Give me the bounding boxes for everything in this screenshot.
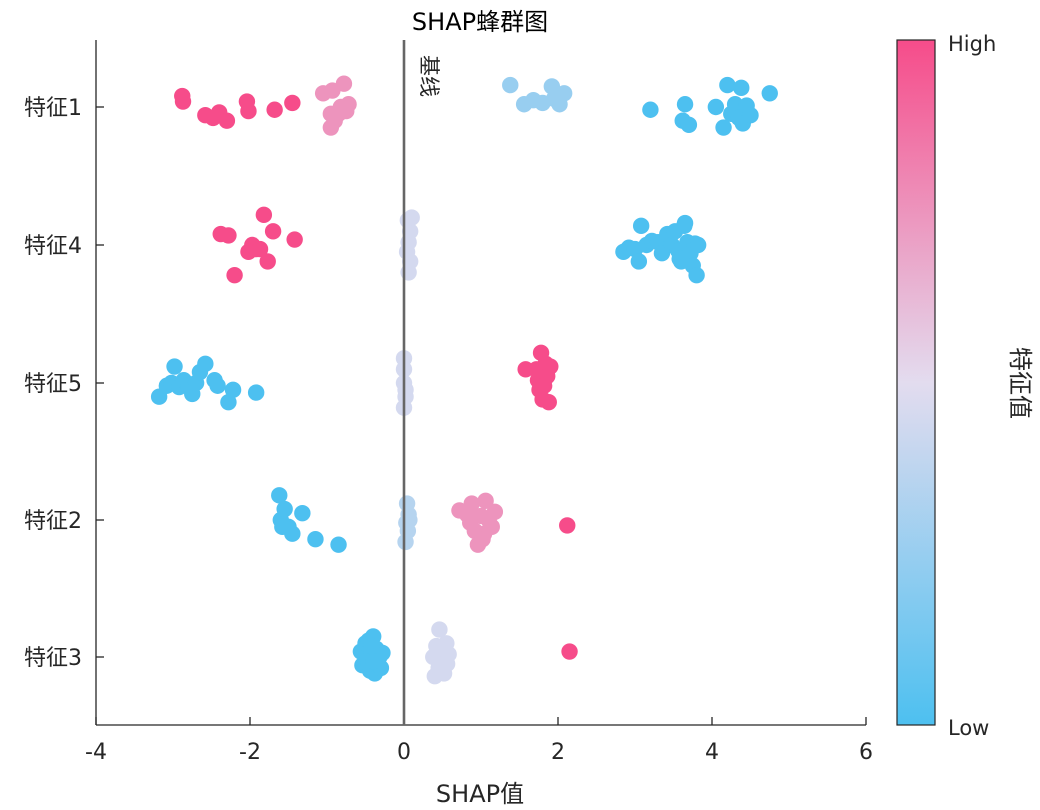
y-tick-label: 特征4 xyxy=(24,234,82,259)
data-point xyxy=(286,231,303,248)
data-point xyxy=(307,530,324,548)
data-point xyxy=(561,643,578,660)
data-point xyxy=(240,102,257,120)
data-point xyxy=(197,355,214,373)
data-point xyxy=(365,652,382,670)
data-point xyxy=(220,393,237,411)
chart-title: SHAP蜂群图 xyxy=(412,8,548,36)
data-point xyxy=(174,93,192,110)
data-point xyxy=(397,381,414,399)
data-point xyxy=(707,98,725,116)
data-point xyxy=(335,75,353,92)
data-point xyxy=(322,119,340,136)
data-point xyxy=(209,377,226,394)
data-point xyxy=(274,518,291,536)
data-point xyxy=(689,236,707,254)
data-point xyxy=(403,209,420,226)
data-point xyxy=(226,266,243,284)
data-point xyxy=(715,119,732,136)
x-tick-label: 6 xyxy=(859,740,873,765)
data-point xyxy=(719,76,736,94)
data-point xyxy=(255,206,273,224)
data-point xyxy=(535,377,553,394)
data-point xyxy=(440,646,457,663)
colorbar-high-label: High xyxy=(948,32,996,56)
axes: -4 -2 0 2 4 6 特征1 特征4 特征5 特征2 特征3 基线 xyxy=(24,40,873,765)
data-point xyxy=(540,393,557,411)
data-point xyxy=(688,266,705,284)
data-point xyxy=(363,637,380,655)
data-point xyxy=(259,253,276,270)
data-point xyxy=(733,79,750,97)
data-point xyxy=(517,361,534,378)
data-point xyxy=(630,253,648,270)
data-point xyxy=(266,101,283,118)
data-point xyxy=(680,116,698,134)
data-point xyxy=(251,240,269,258)
data-point xyxy=(671,250,688,267)
data-point xyxy=(426,667,443,685)
data-point xyxy=(676,214,694,232)
data-point xyxy=(397,533,414,551)
data-point xyxy=(559,517,576,534)
data-point xyxy=(555,85,573,102)
colorbar: High Low 特征值 xyxy=(896,32,1034,740)
data-point xyxy=(502,76,519,94)
data-point xyxy=(340,96,357,113)
data-point xyxy=(220,227,237,244)
x-tick-label: -2 xyxy=(239,740,261,765)
data-point xyxy=(632,217,650,235)
data-point xyxy=(642,101,659,118)
data-point xyxy=(474,530,491,548)
data-point xyxy=(284,94,301,112)
y-tick-label: 特征2 xyxy=(24,509,82,534)
y-tick-label: 特征3 xyxy=(24,646,82,671)
data-point xyxy=(542,358,559,375)
data-point xyxy=(486,503,504,520)
data-point xyxy=(676,96,694,113)
x-tick-label: 0 xyxy=(397,740,411,765)
data-point xyxy=(742,107,759,124)
data-point xyxy=(462,514,479,531)
data-point xyxy=(271,487,288,504)
data-points xyxy=(150,75,778,685)
data-point xyxy=(431,621,448,638)
y-tick-label: 特征5 xyxy=(24,372,82,397)
data-point xyxy=(166,358,183,375)
data-point xyxy=(264,223,282,240)
x-tick-label: 4 xyxy=(705,740,719,765)
data-point xyxy=(543,78,561,95)
x-axis-label: SHAP值 xyxy=(436,780,524,808)
data-point xyxy=(294,504,311,522)
colorbar-low-label: Low xyxy=(948,716,989,740)
x-tick-label: 2 xyxy=(551,740,565,765)
data-point xyxy=(483,518,500,536)
x-tick-label: -4 xyxy=(85,740,107,765)
data-point xyxy=(477,492,494,510)
data-point xyxy=(330,536,347,553)
baseline-label: 基线 xyxy=(417,55,441,97)
data-point xyxy=(463,495,480,512)
data-point xyxy=(761,85,778,102)
colorbar-gradient xyxy=(896,39,936,726)
data-point xyxy=(276,500,293,518)
data-point xyxy=(224,381,242,399)
data-point xyxy=(218,112,236,129)
data-point xyxy=(247,384,265,401)
y-tick-label: 特征1 xyxy=(24,96,82,121)
colorbar-title: 特征值 xyxy=(1006,347,1034,419)
